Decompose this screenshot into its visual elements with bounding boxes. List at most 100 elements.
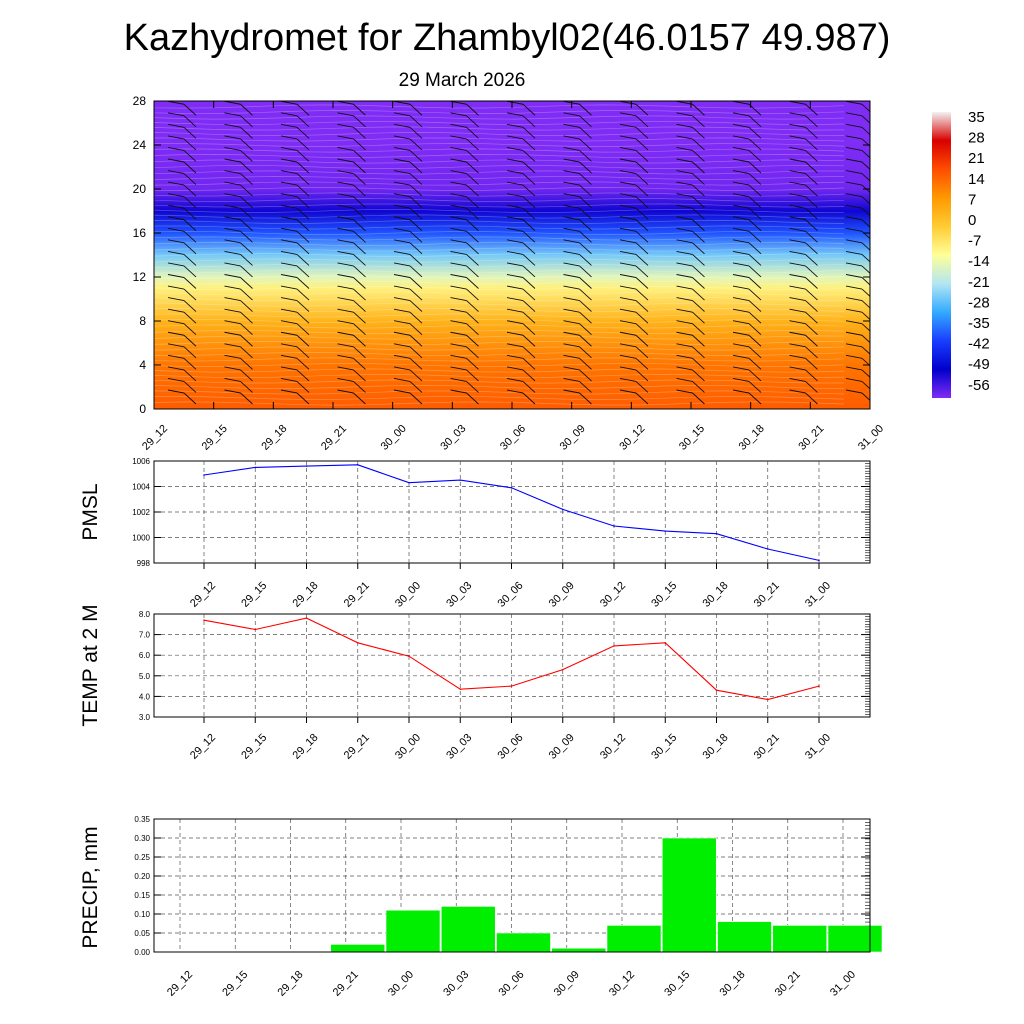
wind-barb	[805, 300, 818, 312]
data-point	[613, 645, 615, 647]
wind-barb	[805, 184, 818, 197]
wind-barb	[240, 288, 253, 301]
wind-barb	[296, 242, 310, 255]
wind-barb-feather	[563, 181, 580, 186]
wind-barb	[748, 184, 762, 197]
contour-line	[154, 236, 845, 241]
wind-barb	[805, 230, 818, 243]
wind-barb	[635, 173, 649, 185]
wind-barb	[522, 103, 536, 116]
precip-panel: 0.00 0.05 0.10 0.15 0.20 0.25 0.30 0.35 29_12 29_…	[79, 815, 883, 999]
data-point	[613, 525, 615, 527]
wind-barb	[579, 265, 592, 278]
wind-barb	[748, 173, 762, 185]
contour-lines	[154, 104, 845, 406]
wind-barb	[919, 162, 931, 173]
wind-barb-feather	[506, 239, 524, 244]
wind-barb-feather	[337, 181, 354, 186]
wind-barb	[635, 323, 649, 336]
wind-barb-feather	[393, 354, 411, 359]
wind-barb-feather	[506, 308, 524, 313]
wind-barb	[861, 392, 870, 401]
wind-barb	[579, 369, 592, 382]
wind-barb	[861, 311, 870, 321]
wind-barb-feather	[393, 366, 411, 371]
wind-barb	[522, 277, 536, 289]
wind-barb-feather	[506, 354, 524, 359]
wind-barb	[692, 161, 705, 174]
wind-barb	[466, 288, 479, 301]
wind-barb	[522, 334, 536, 347]
wind-barb	[522, 311, 536, 324]
wind-barb-feather	[732, 354, 750, 359]
wind-barb-feather	[732, 204, 750, 209]
wind-barb	[579, 196, 592, 208]
wind-barb-feather	[337, 123, 354, 128]
wind-barb-feather	[393, 343, 411, 348]
wind-barb	[919, 139, 931, 150]
wind-barb-feather	[393, 250, 411, 255]
x-tick-label: 29_12	[165, 969, 195, 999]
wind-barb-feather	[393, 262, 411, 267]
wind-barb-feather	[845, 297, 863, 302]
wind-barb	[183, 230, 197, 243]
wind-barb-feather	[393, 181, 411, 186]
contour-line	[154, 291, 845, 296]
wind-barb-feather	[224, 170, 241, 174]
wind-barb	[692, 346, 705, 359]
wind-barb-feather	[903, 124, 919, 127]
y-tick-label: 1006	[132, 457, 150, 466]
wind-barb	[409, 150, 423, 162]
wind-barb-feather	[337, 193, 354, 198]
x-tick-label: 29_12	[188, 732, 218, 762]
wind-barb-feather	[732, 170, 750, 174]
colorbar-label: -42	[968, 336, 990, 353]
wind-barb	[409, 230, 423, 243]
wind-barb	[579, 346, 592, 359]
wind-barb	[805, 150, 818, 162]
x-tick-label: 30_06	[496, 580, 526, 610]
wind-barb-feather	[732, 147, 750, 151]
wind-barb-feather	[563, 297, 580, 302]
wind-barb-feather	[732, 101, 750, 105]
wind-barb	[692, 254, 705, 266]
wind-barb	[296, 381, 310, 393]
x-tick-label: 31_00	[803, 732, 833, 762]
wind-barb-feather	[506, 297, 524, 302]
wind-barb-feather	[619, 343, 637, 348]
wind-barb-feather	[393, 101, 411, 105]
wind-barb	[240, 358, 253, 370]
y-tick-label: 8	[139, 314, 146, 328]
wind-barb	[353, 103, 366, 116]
wind-barb	[635, 207, 649, 220]
wind-barb-feather	[563, 147, 580, 151]
wind-barb-feather	[903, 378, 919, 381]
wind-barb	[522, 230, 536, 243]
wind-barb	[353, 254, 366, 266]
contour-line	[154, 137, 845, 142]
wind-barb-feather	[450, 389, 467, 394]
wind-barb	[409, 103, 423, 116]
wind-barb-feather	[450, 366, 467, 371]
data-point	[664, 642, 667, 644]
wind-barb	[748, 392, 762, 405]
contour-line	[154, 170, 844, 175]
wind-barb	[635, 242, 649, 255]
y-tick-label: 7.0	[139, 631, 151, 640]
wind-barb	[353, 196, 366, 208]
wind-barb	[635, 184, 649, 197]
contour-line	[154, 280, 845, 285]
colorbar-label: 14	[968, 171, 985, 188]
wind-barb-feather	[732, 158, 750, 163]
wind-barb	[579, 115, 592, 128]
wind-barb-feather	[280, 343, 298, 348]
colorbar-label: -14	[968, 253, 990, 270]
x-tick-label: 30_12	[598, 732, 628, 762]
contour-line	[154, 247, 845, 252]
wind-barb-feather	[450, 285, 467, 290]
wind-barb	[522, 300, 536, 312]
wind-barb-feather	[167, 343, 185, 348]
wind-barb-feather	[450, 250, 467, 255]
wind-barb-feather	[337, 147, 354, 151]
